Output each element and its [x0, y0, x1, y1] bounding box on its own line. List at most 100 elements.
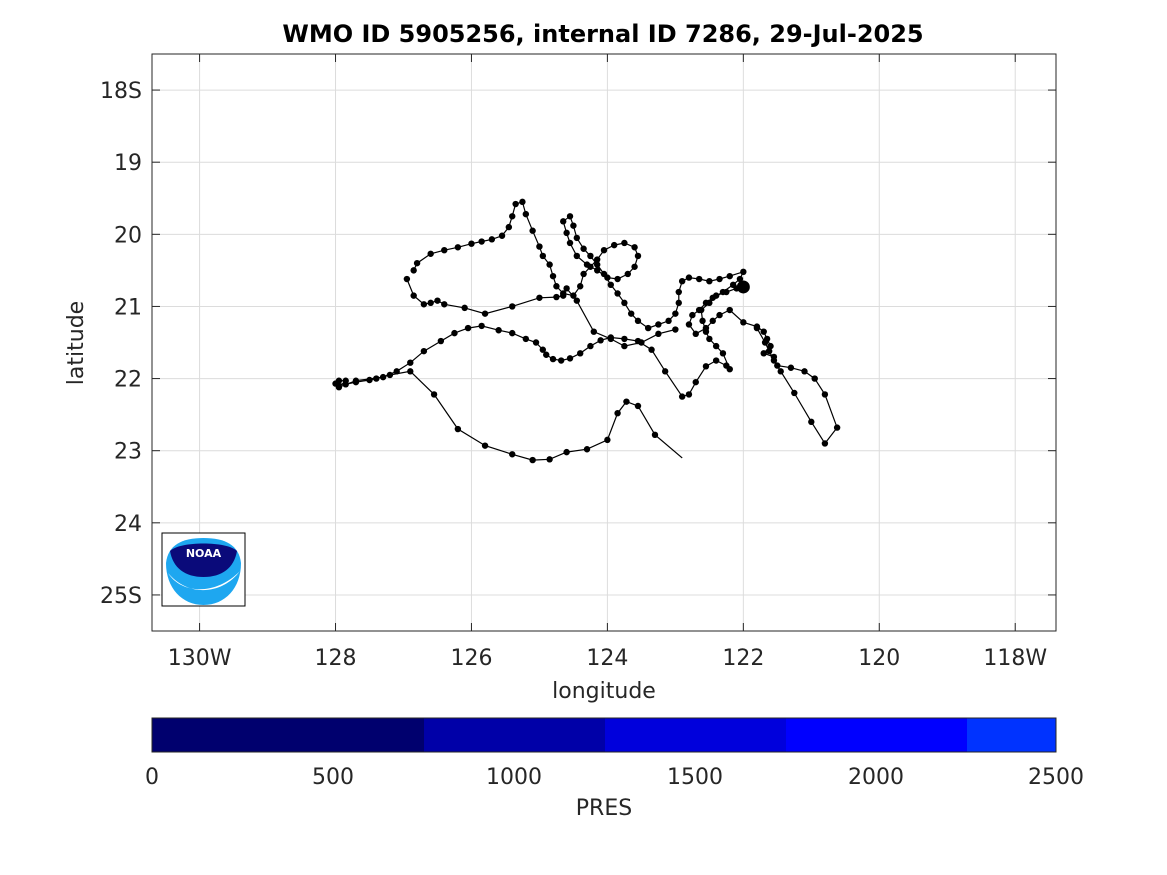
y-tick-label: 18S	[100, 79, 142, 104]
position-point	[801, 368, 808, 375]
position-point	[539, 346, 547, 353]
position-point	[791, 389, 798, 397]
position-point	[787, 364, 795, 371]
position-point	[532, 339, 540, 346]
position-point	[634, 252, 642, 260]
position-point	[509, 213, 516, 220]
position-point	[621, 299, 628, 307]
position-point	[557, 357, 565, 364]
position-point	[553, 283, 560, 290]
position-point	[594, 267, 601, 274]
position-point	[464, 324, 472, 332]
position-point	[706, 335, 713, 343]
position-point	[560, 292, 567, 299]
position-point	[729, 281, 737, 288]
position-point	[583, 261, 591, 268]
position-point	[478, 322, 485, 330]
position-point	[702, 324, 710, 332]
position-point	[454, 244, 462, 251]
position-point	[740, 268, 747, 276]
y-tick-label: 22	[114, 368, 142, 393]
position-point	[566, 239, 574, 247]
y-tick-label: 21	[114, 295, 142, 320]
colorbar: 0 500 1000 1500 2000 2500 PRES	[145, 717, 1084, 821]
position-point	[623, 398, 630, 405]
position-point	[570, 292, 577, 299]
position-point	[726, 365, 733, 373]
position-point	[580, 270, 587, 278]
position-point	[454, 425, 462, 433]
chart-title: WMO ID 5905256, internal ID 7286, 29-Jul…	[282, 20, 923, 48]
position-point	[685, 321, 693, 328]
position-point	[597, 337, 604, 344]
position-point	[753, 324, 761, 332]
position-point	[430, 391, 438, 398]
position-point	[495, 327, 502, 334]
x-tick-label: 128	[315, 646, 357, 671]
position-point	[761, 339, 769, 346]
x-tick-label: 130W	[168, 646, 232, 671]
position-point	[407, 359, 414, 366]
position-point	[655, 321, 662, 328]
position-point	[352, 377, 360, 384]
position-point	[833, 424, 841, 431]
position-point	[594, 261, 601, 268]
position-point	[736, 275, 744, 283]
position-point	[522, 335, 530, 343]
track-west-line	[406, 278, 676, 347]
position-point	[712, 342, 720, 350]
position-point	[651, 431, 659, 439]
position-point	[393, 368, 400, 375]
position-point	[621, 342, 628, 350]
position-point	[767, 342, 774, 350]
position-point	[689, 311, 696, 319]
position-point	[386, 371, 394, 379]
position-point	[692, 330, 699, 338]
position-point	[563, 229, 570, 237]
y-axis-label: latitude	[64, 301, 89, 385]
colorbar-tick-2000: 2000	[848, 765, 904, 790]
position-point	[427, 299, 434, 307]
position-point	[543, 351, 550, 358]
position-point	[712, 357, 720, 364]
position-point	[587, 342, 594, 350]
position-point	[709, 317, 716, 325]
position-point	[685, 274, 693, 281]
x-axis-label: longitude	[552, 679, 656, 704]
position-point	[709, 294, 716, 301]
colorbar-label: PRES	[576, 796, 632, 821]
colorbar-tick-1000: 1000	[486, 765, 542, 790]
position-point	[573, 234, 581, 242]
position-point	[536, 294, 543, 301]
position-point	[634, 402, 642, 410]
axis-ticks: 130W 128 126 124 122 120 118W 18S 19 20 21 22 23 24 25…	[100, 54, 1056, 671]
position-point	[566, 213, 574, 220]
position-point	[600, 246, 608, 254]
position-point	[631, 244, 638, 251]
colorbar-tick-500: 500	[312, 765, 354, 790]
position-point	[342, 377, 349, 384]
position-point	[481, 310, 489, 317]
track-upper-line	[413, 201, 838, 445]
y-tick-label: 19	[114, 151, 142, 176]
last-position-marker	[736, 280, 750, 294]
position-point	[461, 304, 468, 312]
position-point	[566, 355, 574, 362]
y-tick-label: 25S	[100, 584, 142, 609]
plot-frame	[151, 53, 1057, 632]
position-point	[665, 317, 672, 325]
position-point	[678, 277, 686, 285]
position-point	[434, 297, 441, 304]
position-point	[607, 335, 614, 343]
float-positions	[332, 198, 841, 464]
position-point	[621, 239, 628, 247]
position-point	[610, 241, 618, 249]
position-point	[774, 362, 781, 369]
position-point	[573, 297, 581, 304]
position-point	[536, 243, 543, 250]
position-point	[529, 456, 536, 464]
position-point	[760, 328, 767, 335]
position-point	[512, 200, 519, 208]
position-point	[563, 285, 570, 292]
